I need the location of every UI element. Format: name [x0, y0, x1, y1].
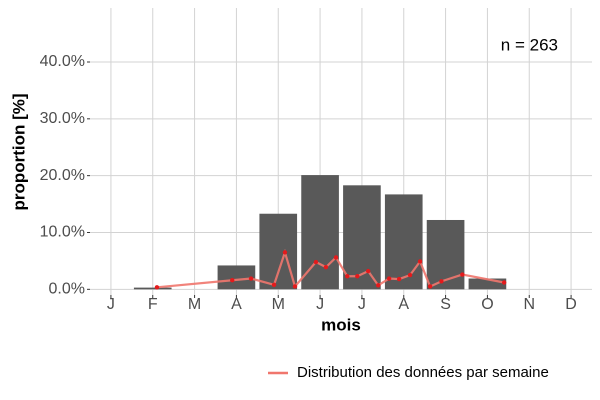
point: [313, 259, 319, 265]
y-tick-label: 0.0%: [49, 281, 85, 298]
point: [154, 285, 160, 290]
point: [292, 284, 298, 289]
point: [355, 274, 360, 279]
x-tick-label: J: [316, 296, 324, 313]
point: [365, 268, 371, 274]
x-tick-label: M: [272, 296, 285, 313]
y-tick-label: 30.0%: [40, 110, 85, 127]
point: [417, 259, 423, 264]
bar: [384, 194, 423, 290]
point: [501, 280, 507, 285]
point: [271, 282, 277, 287]
bar: [133, 287, 172, 290]
y-tick-label: 10.0%: [40, 224, 85, 241]
x-tick-label: A: [231, 296, 242, 313]
point: [386, 276, 392, 281]
point: [282, 250, 288, 255]
x-tick-label: F: [148, 296, 158, 313]
bar: [217, 265, 256, 290]
x-tick-label: S: [440, 296, 451, 313]
x-tick-label: N: [523, 296, 535, 313]
x-tick-label: J: [358, 296, 366, 313]
y-axis-title: proportion [%]: [9, 93, 28, 210]
legend-label: Distribution des données par semaine: [297, 364, 549, 381]
point: [427, 284, 433, 289]
bar: [426, 219, 465, 290]
point: [230, 278, 235, 283]
point: [460, 272, 465, 277]
bar: [259, 213, 298, 290]
x-tick-label: D: [565, 296, 577, 313]
x-tick-label: O: [481, 296, 493, 313]
x-axis-title: mois: [321, 315, 361, 334]
y-tick-label: 40.0%: [40, 53, 85, 70]
point: [439, 279, 444, 284]
y-tick-label: 20.0%: [40, 167, 85, 184]
point: [248, 276, 254, 281]
x-tick-label: M: [188, 296, 201, 313]
bar: [468, 278, 507, 290]
x-tick-label: J: [107, 296, 115, 313]
point: [333, 255, 339, 260]
point: [345, 274, 350, 279]
point: [376, 283, 381, 288]
point: [323, 264, 329, 270]
point: [396, 276, 402, 282]
x-tick-label: A: [398, 296, 409, 313]
bar: [343, 185, 381, 290]
point: [407, 272, 413, 278]
